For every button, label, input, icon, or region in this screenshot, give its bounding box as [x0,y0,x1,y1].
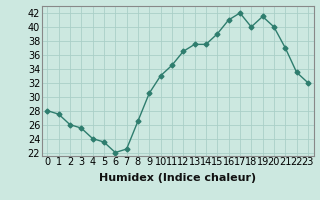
X-axis label: Humidex (Indice chaleur): Humidex (Indice chaleur) [99,173,256,183]
